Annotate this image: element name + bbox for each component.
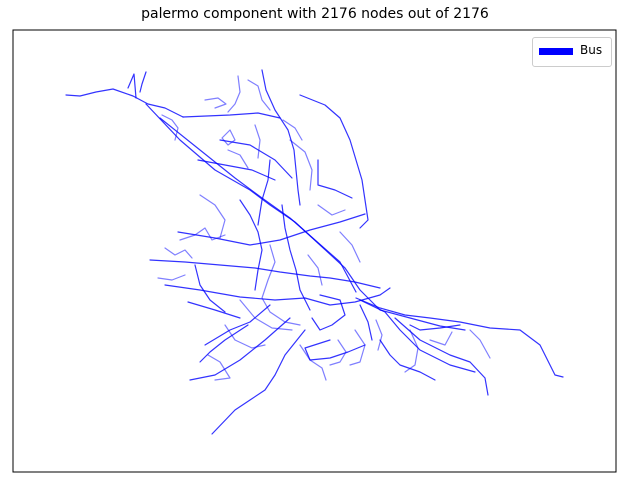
route-edge (239, 199, 263, 291)
route-edge (299, 344, 327, 381)
route-edge (359, 304, 373, 341)
route-edge (409, 324, 461, 331)
route-edge (257, 159, 271, 226)
route-edge (157, 274, 186, 281)
route-edge (197, 159, 276, 181)
secondary-routes (157, 75, 491, 381)
route-edge (224, 324, 266, 349)
plot-frame (12, 29, 617, 473)
main-routes (65, 69, 564, 435)
route-edge (211, 329, 306, 435)
route-edge (261, 69, 301, 206)
route-edge (339, 231, 361, 263)
route-edge (161, 114, 179, 141)
route-edge (219, 139, 293, 179)
route-edge (375, 319, 383, 351)
route-edge (355, 297, 564, 378)
route-edge (164, 284, 391, 306)
route-edge (281, 204, 311, 311)
route-edge (282, 119, 303, 141)
legend-swatch (539, 48, 573, 55)
route-edge (194, 264, 226, 313)
route-edge (289, 139, 313, 191)
route-edge (199, 194, 226, 239)
route-network (65, 69, 564, 435)
route-edge (254, 124, 261, 159)
route-edge (164, 247, 193, 259)
route-edge (404, 329, 419, 373)
route-edge (227, 75, 241, 113)
route-edge (199, 324, 249, 363)
route-edge (299, 94, 369, 229)
route-edge (204, 304, 271, 346)
route-edge (204, 97, 227, 109)
route-edge (359, 299, 476, 373)
route-edge (182, 112, 281, 119)
route-edge (317, 204, 346, 216)
route-edge (139, 71, 147, 93)
route-edge (247, 79, 271, 111)
route-edge (239, 299, 293, 331)
route-edge (207, 354, 231, 381)
route-edge (227, 149, 249, 169)
route-edge (379, 339, 436, 381)
route-edge (429, 331, 453, 346)
route-edge (307, 254, 323, 286)
route-edge (261, 244, 301, 326)
route-edge (329, 339, 347, 366)
route-edge (177, 213, 366, 246)
route-edge (311, 294, 346, 331)
route-edge (304, 339, 366, 361)
route-edge (317, 159, 353, 199)
plot-title: palermo component with 2176 nodes out of… (141, 6, 489, 22)
route-edge (221, 129, 236, 146)
route-edge (159, 117, 357, 293)
route-edge (65, 88, 184, 118)
route-edge (349, 329, 366, 366)
route-edge (187, 301, 241, 319)
route-edge (394, 317, 489, 396)
legend-label: Bus (580, 43, 603, 57)
legend: Bus (532, 37, 612, 67)
route-edge (189, 317, 291, 381)
route-edge (469, 329, 491, 359)
route-edge (149, 259, 381, 289)
route-edge (179, 227, 226, 241)
route-edge (127, 73, 137, 99)
